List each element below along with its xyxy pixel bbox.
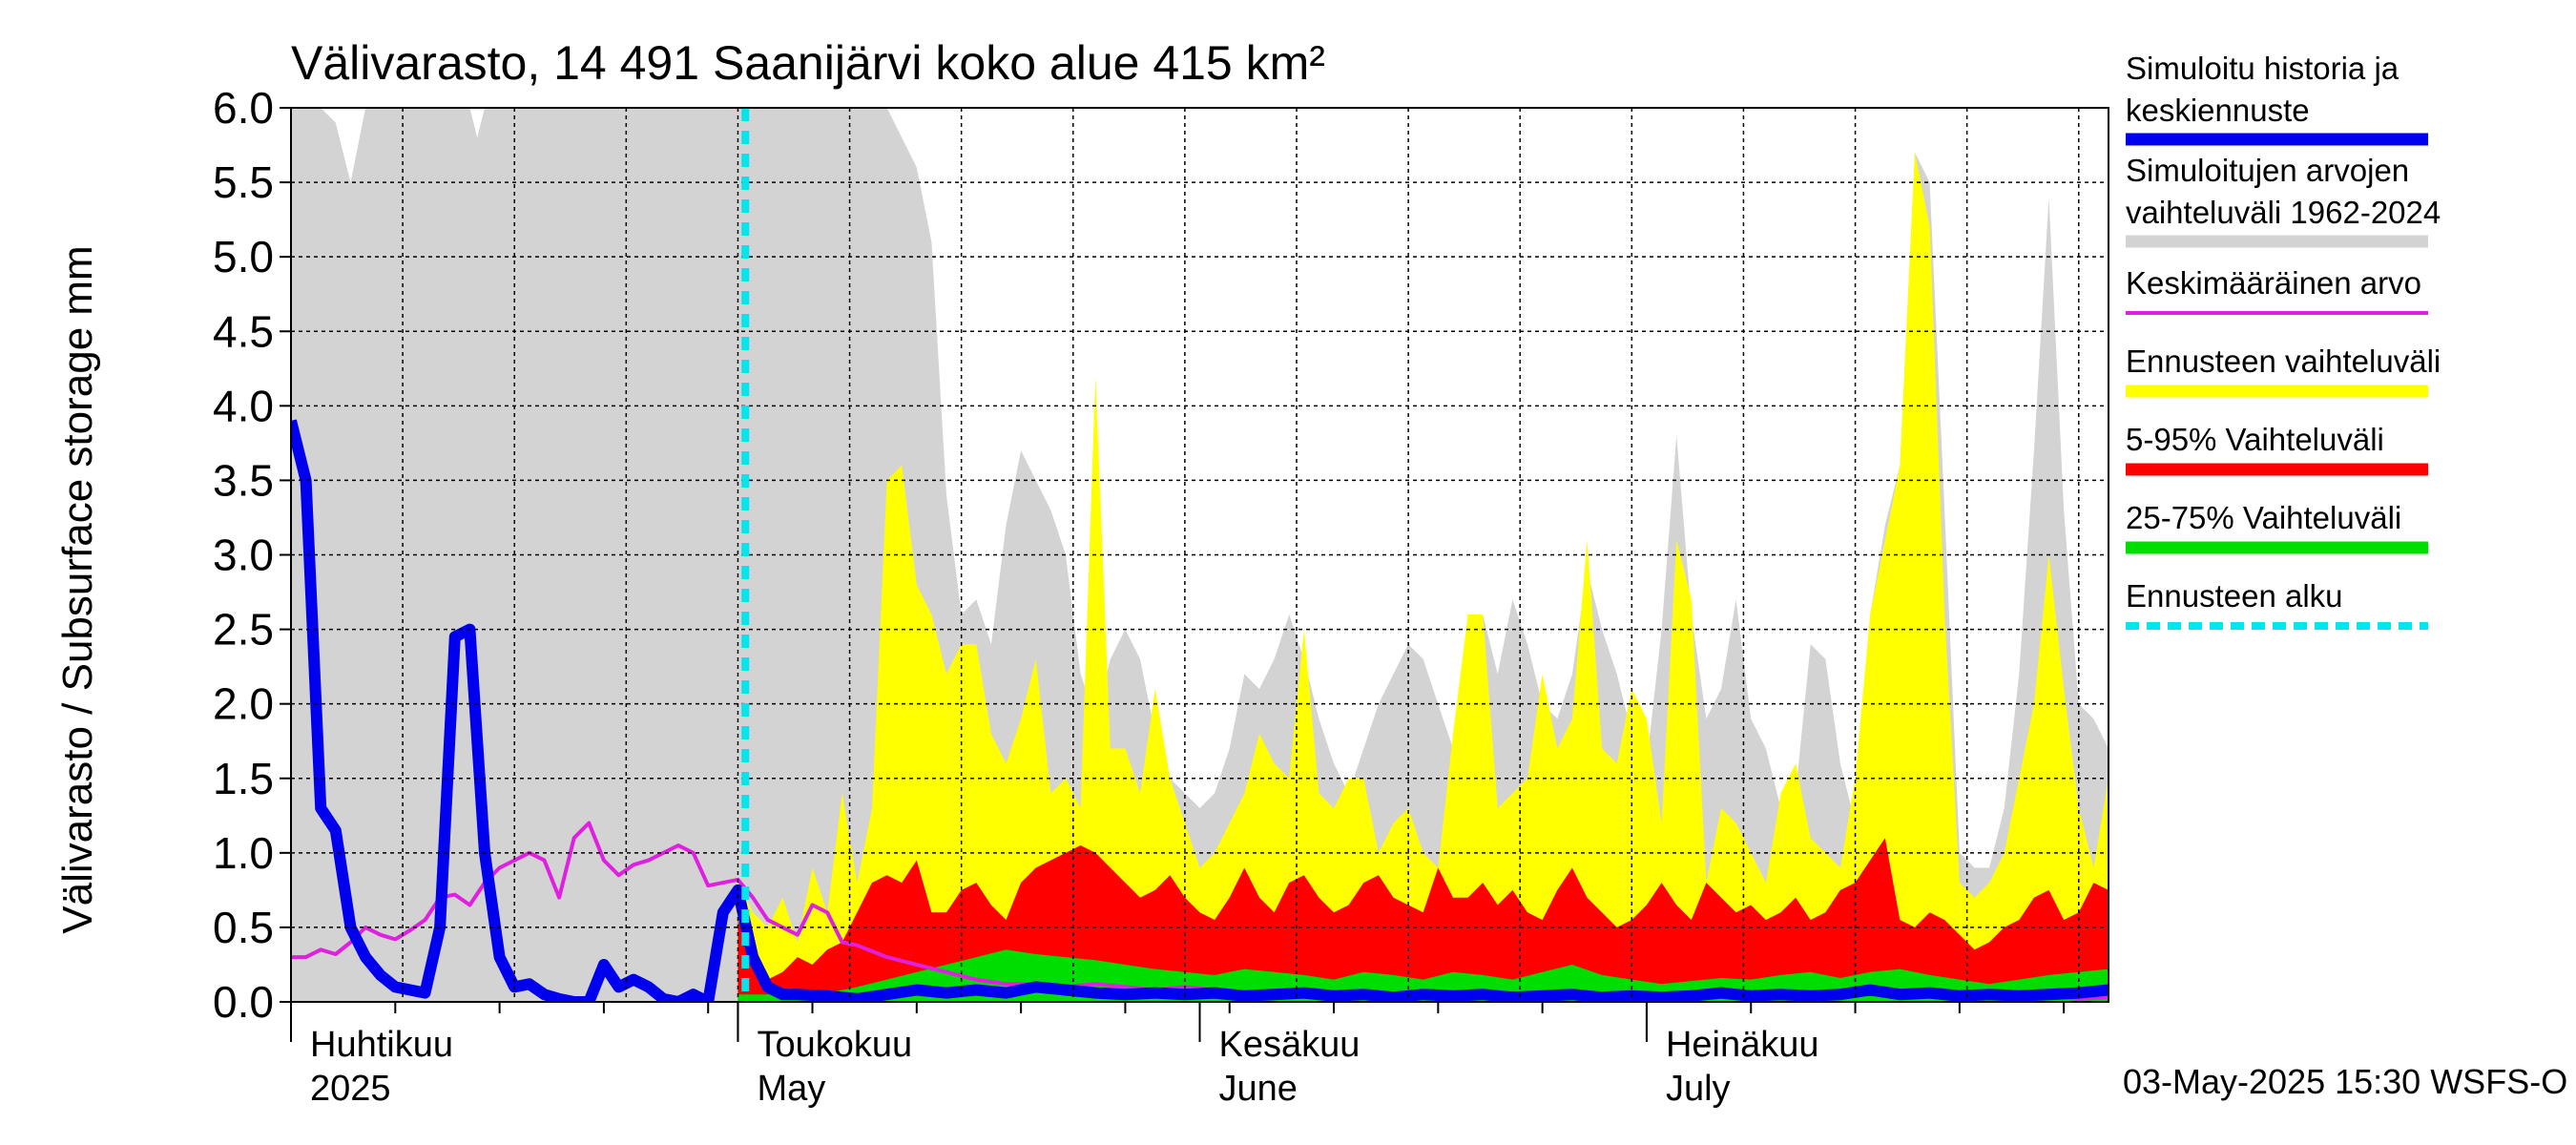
month-label-fi-2: Kesäkuu [1219,1025,1361,1065]
y-tick-label-2: 1.0 [213,828,274,878]
y-tick-label-11: 5.5 [213,157,274,207]
month-label-en-2: June [1219,1069,1298,1109]
y-axis-label-text: Välivarasto / Subsurface storage mm [54,245,101,933]
month-label-en-3: July [1666,1069,1731,1109]
legend-label-6: Ennusteen alku [2126,578,2343,614]
month-label-en-1: May [757,1069,825,1109]
legend-label-0: Simuloitu historia ja [2126,51,2399,86]
y-tick-label-5: 2.5 [213,605,274,655]
legend-label-1: Simuloitujen arvojen [2126,153,2409,188]
legend-label2-0: keskiennuste [2126,93,2310,128]
legend-label-5: 25-75% Vaihteluväli [2126,500,2401,535]
legend-label-3: Ennusteen vaihteluväli [2126,344,2441,379]
legend-label2-1: vaihteluväli 1962-2024 [2126,195,2441,230]
month-label-fi-1: Toukokuu [757,1025,912,1065]
y-tick-label-10: 5.0 [213,232,274,281]
legend-label-2: Keskimääräinen arvo [2126,265,2421,301]
month-label-en-0: 2025 [310,1069,391,1109]
grid [291,108,2109,1002]
y-tick-label-3: 1.5 [213,754,274,803]
footer-timestamp: 03-May-2025 15:30 WSFS-O [2123,1062,2567,1101]
legend-label-4: 5-95% Vaihteluväli [2126,422,2384,457]
chart-title: Välivarasto, 14 491 Saanijärvi koko alue… [291,36,1325,90]
month-label-fi-0: Huhtikuu [310,1025,453,1065]
y-tick-label-6: 3.0 [213,531,274,580]
y-tick-label-1: 0.5 [213,903,274,952]
y-tick-label-9: 4.5 [213,306,274,356]
y-axis-label: Välivarasto / Subsurface storage mm [54,245,101,933]
y-tick-label-0: 0.0 [213,977,274,1027]
y-tick-label-4: 2.0 [213,679,274,729]
y-tick-label-8: 4.0 [213,381,274,430]
y-tick-label-12: 6.0 [213,83,274,133]
y-tick-label-7: 3.5 [213,455,274,505]
legend: Simuloitu historia ja keskiennuste Simuloi… [2126,51,2441,630]
month-label-fi-3: Heinäkuu [1666,1025,1819,1065]
